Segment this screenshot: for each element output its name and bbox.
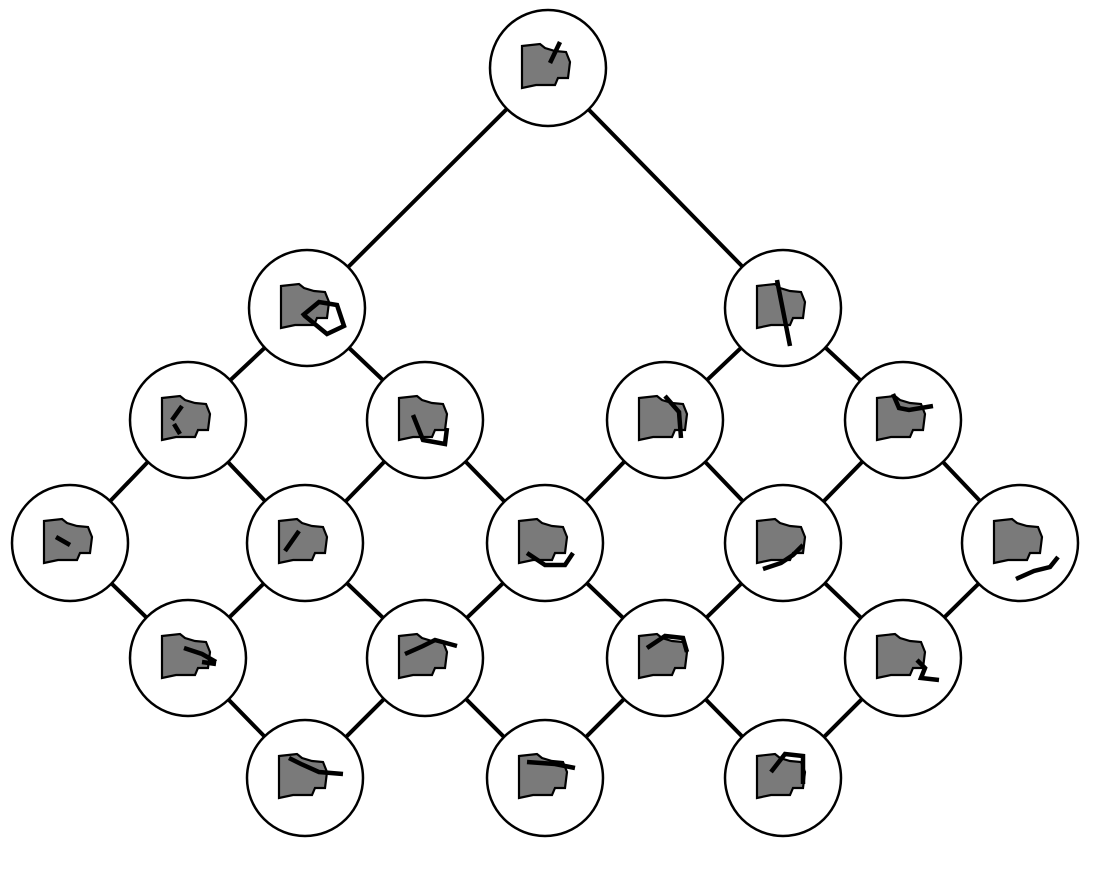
- node-n7: [10, 483, 130, 603]
- shape-with-short-diagonal-cut-icon: [520, 41, 572, 90]
- shape-with-top-loop-cut-icon: [637, 632, 690, 680]
- cut-line: [774, 279, 793, 347]
- gray-region-shape: [277, 517, 329, 565]
- node-n11: [960, 483, 1080, 603]
- shape-with-diagonal-cut-icon: [637, 394, 689, 442]
- cut-line: [526, 759, 576, 771]
- shape-with-short-line-cut-icon: [42, 517, 94, 565]
- node-n13: [365, 598, 485, 718]
- cut-line: [915, 658, 940, 683]
- cut-line: [404, 637, 458, 657]
- gray-region-shape: [520, 42, 572, 90]
- shape-with-u-cut-icon: [397, 394, 450, 447]
- node-n14: [605, 598, 725, 718]
- gray-region-shape: [397, 632, 449, 680]
- gray-region-shape: [277, 752, 329, 800]
- shape-with-wave-cut-icon: [397, 632, 458, 680]
- gray-region-shape: [279, 282, 331, 330]
- cut-line: [769, 751, 806, 784]
- node-n18: [723, 718, 843, 838]
- cut-line: [645, 633, 690, 653]
- shape-with-bottom-hook-cut-icon: [875, 632, 940, 683]
- cut-line: [287, 755, 344, 777]
- node-n2: [723, 248, 843, 368]
- node-n5: [605, 360, 725, 480]
- cut-line: [283, 529, 301, 553]
- gray-region-shape: [42, 517, 94, 565]
- shape-with-mid-band-cut-icon: [277, 752, 344, 800]
- node-n10: [723, 483, 843, 603]
- cut-line: [663, 394, 684, 439]
- node-n12: [128, 598, 248, 718]
- shape-with-hook-cut-icon: [279, 282, 347, 337]
- cut-line: [300, 299, 347, 337]
- node-n6: [843, 360, 963, 480]
- gray-region-shape: [875, 632, 927, 680]
- node-n0: [488, 8, 608, 128]
- cut-line: [1015, 555, 1060, 582]
- node-n1: [247, 248, 367, 368]
- cut-line: [183, 645, 218, 667]
- cut-line: [547, 41, 563, 64]
- node-n15: [843, 598, 963, 718]
- cut-line: [170, 404, 184, 436]
- node-n8: [245, 483, 365, 603]
- shape-with-long-vertical-cut-icon: [755, 279, 807, 347]
- gray-region-shape: [397, 394, 449, 442]
- shape-with-small-left-cut-icon: [160, 394, 212, 442]
- shape-with-horizontal-cut-icon: [160, 632, 218, 680]
- shape-with-lower-curve-cut-icon: [755, 517, 807, 572]
- node-n9: [485, 483, 605, 603]
- node-n3: [128, 360, 248, 480]
- shape-with-top-arc-cut-icon: [875, 393, 934, 442]
- gray-region-shape: [517, 517, 569, 565]
- shape-with-external-line-icon: [992, 517, 1060, 582]
- cut-line: [762, 543, 805, 572]
- gray-region-shape: [875, 394, 927, 442]
- gray-region-shape: [160, 394, 212, 442]
- cut-line: [890, 393, 934, 413]
- cut-line: [410, 414, 450, 447]
- node-n17: [485, 718, 605, 838]
- cut-line: [54, 535, 72, 547]
- node-n4: [365, 360, 485, 480]
- shape-with-slanted-cut-icon: [277, 517, 329, 565]
- gray-region-shape: [992, 517, 1044, 565]
- shape-with-top-edge-cut-icon: [517, 752, 576, 800]
- node-layer: [10, 8, 1080, 838]
- shape-with-top-box-cut-icon: [755, 751, 807, 800]
- shape-with-zigzag-cut-icon: [517, 517, 575, 568]
- node-n16: [245, 718, 365, 838]
- cut-line: [525, 551, 575, 568]
